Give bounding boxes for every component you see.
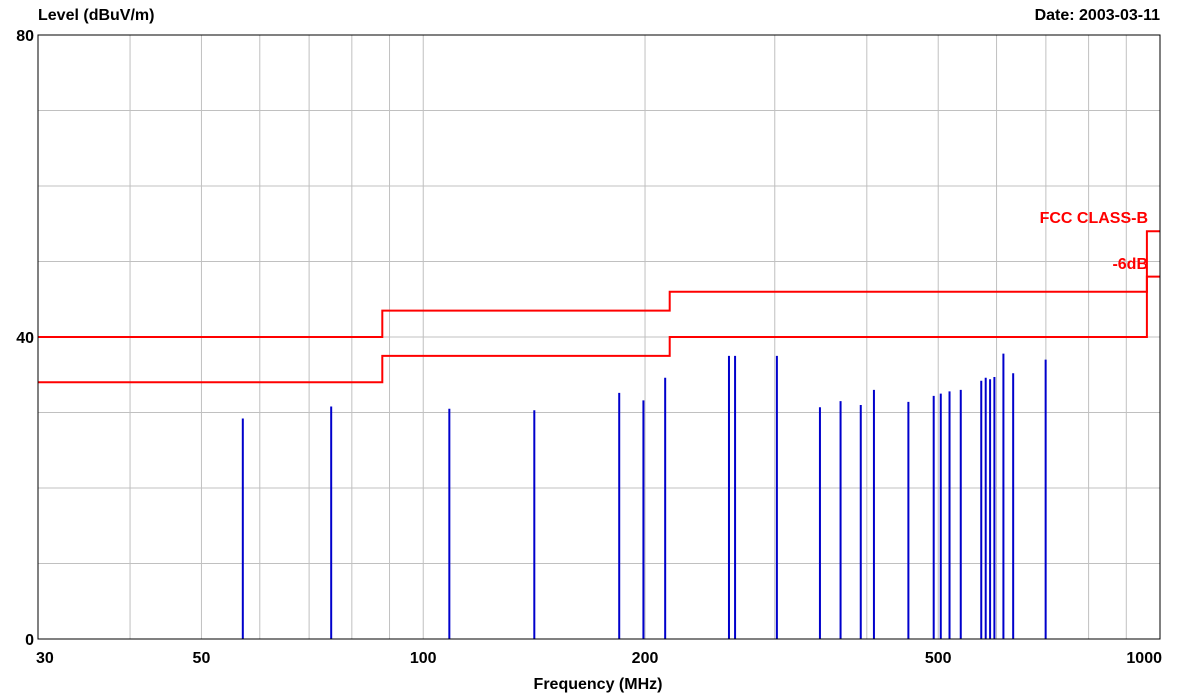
x-tick-label: 1000	[1126, 650, 1162, 667]
limit-line-fcc-class-b	[38, 230, 1160, 338]
y-tick-label: 40	[16, 330, 34, 347]
tick-labels: 30 50 100 200 500 1000 0 40 80	[16, 28, 1162, 667]
x-tick-label: 200	[632, 650, 659, 667]
date-label: Date: 2003-03-11	[1035, 7, 1161, 24]
limit-label-fcc-class-b: FCC CLASS-B	[1040, 210, 1148, 227]
x-tick-label: 50	[193, 650, 211, 667]
x-tick-label: 100	[410, 650, 437, 667]
x-axis-label: Frequency (MHz)	[534, 676, 663, 693]
plot-frame	[37, 34, 1161, 640]
limit-lines	[38, 230, 1160, 384]
x-tick-label: 30	[36, 650, 54, 667]
emission-bars	[241, 353, 1047, 639]
limit-line-minus-6db	[38, 275, 1160, 384]
limit-label-minus-6db: -6dB	[1112, 256, 1148, 273]
y-axis-label: Level (dBuV/m)	[38, 7, 154, 24]
y-tick-label: 80	[16, 28, 34, 45]
y-tick-label: 0	[25, 632, 34, 649]
x-tick-label: 500	[925, 650, 952, 667]
